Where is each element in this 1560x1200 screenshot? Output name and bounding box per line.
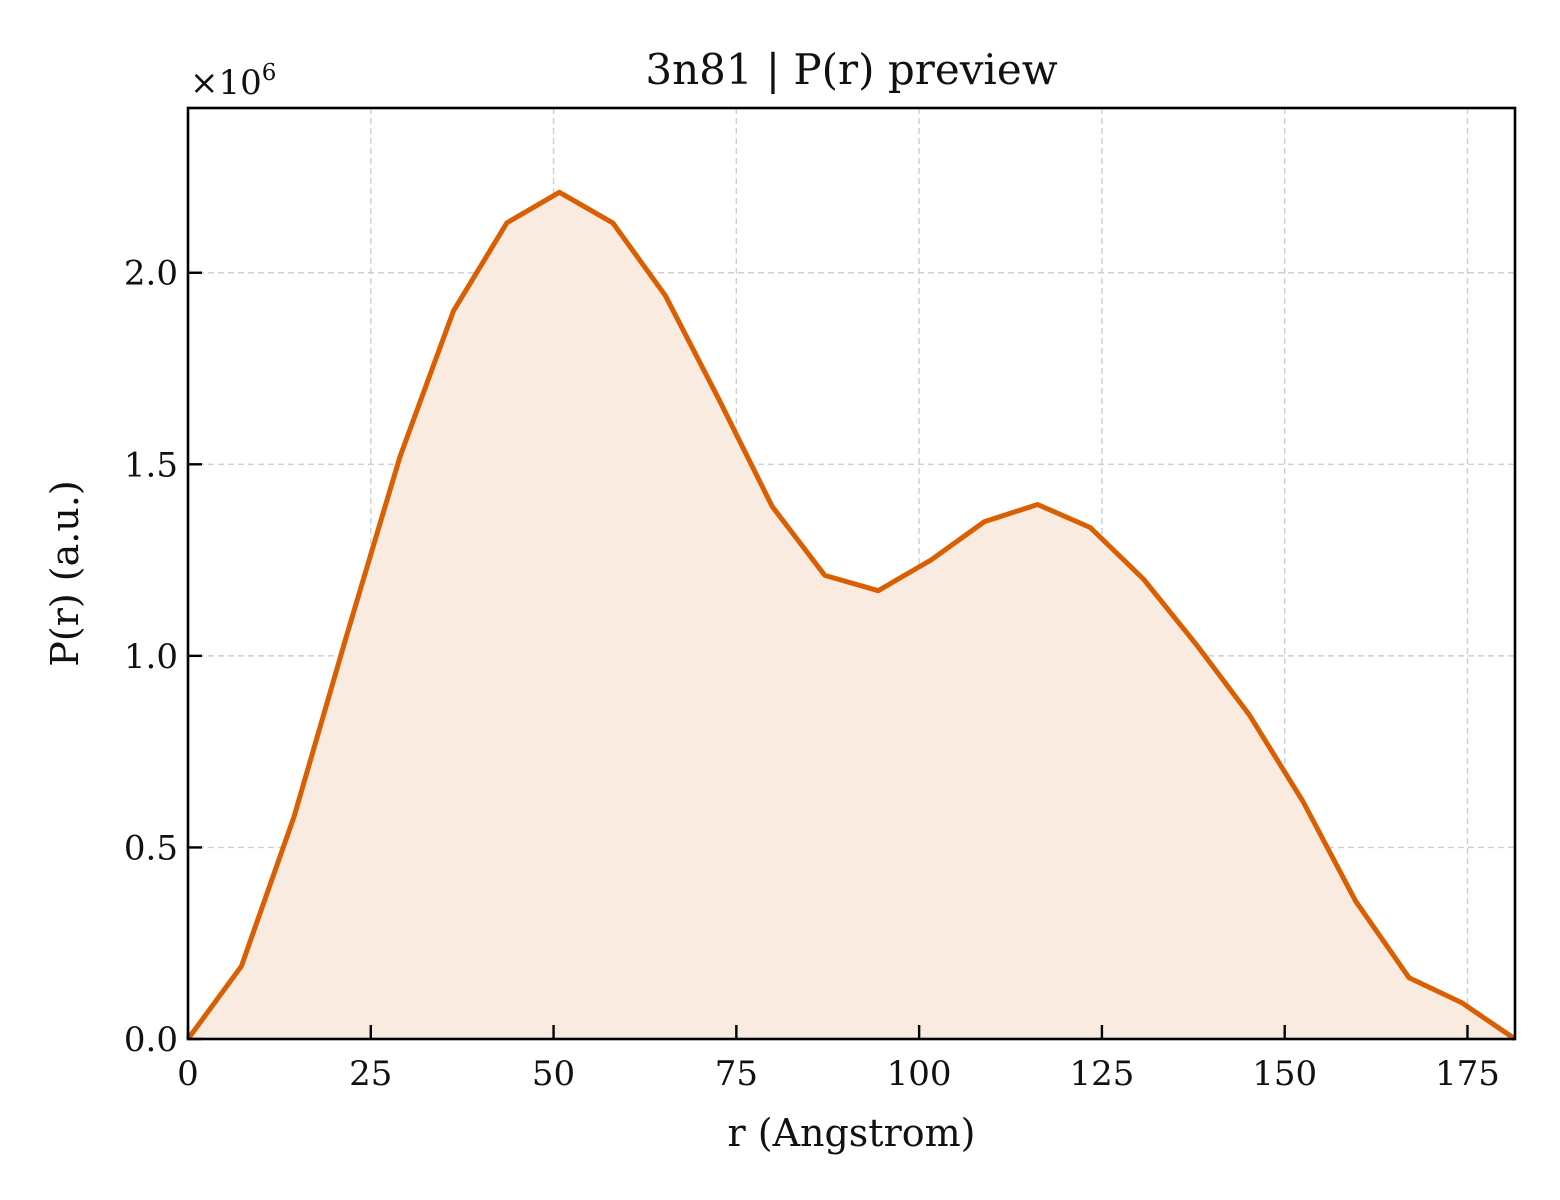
y-multiplier-exponent: 6 (262, 60, 277, 86)
x-tick-label: 150 (1252, 1054, 1317, 1094)
plot-frame (186, 106, 1517, 1041)
y-multiplier-base: ×10 (190, 63, 262, 103)
x-tick-label: 25 (349, 1054, 392, 1094)
x-tick-label: 0 (177, 1054, 199, 1094)
x-tick-label: 50 (532, 1054, 575, 1094)
series-line (185, 189, 1517, 1042)
y-tick-label: 1.0 (124, 637, 178, 677)
x-axis-title: r (Angstrom) (728, 1111, 976, 1155)
ticks: 0 25 50 75 100 125 150 175 0.0 0.5 1.0 1.5 2.0 (124, 254, 1500, 1094)
chart-title: 3n81 | P(r) preview (645, 45, 1057, 94)
y-tick-label: 1.5 (124, 445, 178, 485)
series-area-fill (188, 192, 1515, 1040)
y-axis-title: P(r) (a.u.) (43, 480, 87, 666)
x-tick-label: 75 (715, 1054, 758, 1094)
y-tick-label: 0.0 (124, 1020, 178, 1060)
y-tick-label: 0.5 (124, 828, 178, 868)
x-tick-label: 125 (1069, 1054, 1134, 1094)
x-tick-label: 175 (1435, 1054, 1500, 1094)
y-multiplier-label: ×106 (190, 60, 276, 103)
y-tick-label: 2.0 (124, 254, 178, 294)
x-tick-label: 100 (887, 1054, 952, 1094)
